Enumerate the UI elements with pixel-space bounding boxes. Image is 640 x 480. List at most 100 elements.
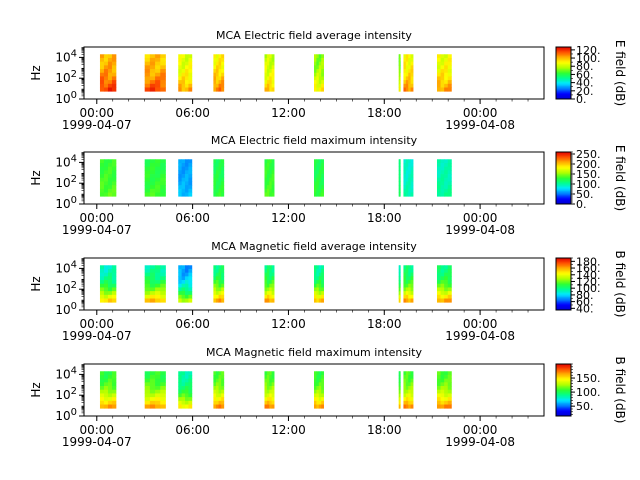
heatmap-cell [266,83,270,88]
heatmap-cell [440,371,445,376]
heatmap-cell [403,280,407,285]
heatmap-cell [218,72,222,77]
heatmap-cell [181,162,186,168]
heatmap-cell [178,72,183,77]
heatmap-cell [266,177,270,182]
heatmap-cell [399,57,400,63]
heatmap-cell [221,83,225,88]
colorbar-cell [556,293,571,295]
heatmap-cell [155,87,161,92]
heatmap-cell [218,397,222,402]
heatmap-cell [321,188,324,193]
heatmap-cell [178,397,183,402]
heatmap-cell [266,371,270,376]
heatmap-cell [111,162,117,168]
colorbar-cell [556,395,571,397]
heatmap-cell [314,177,317,182]
heatmap-cell [213,382,217,387]
heatmap-cell [399,87,401,92]
colorbar-cell [556,58,571,61]
heatmap-cell [408,170,412,175]
colorbar-cell [556,298,571,300]
heatmap-cell [181,265,186,270]
heatmap-cell [399,72,401,77]
colorbar-tick-label: 100. [576,386,601,399]
heatmap-cell [266,159,270,164]
heatmap-cell [444,83,449,88]
heatmap-cell [269,192,273,197]
heatmap-cell [269,287,273,292]
heatmap-cell [149,159,156,164]
heatmap-cell [436,170,441,175]
heatmap-cell [178,386,183,391]
heatmap-cell [444,298,449,303]
heatmap-cell [271,61,275,66]
colorbar-cell [556,167,571,170]
heatmap-cell [264,72,268,77]
heatmap-cell [405,65,409,70]
heatmap-cell [321,72,324,77]
heatmap-cell [410,83,414,88]
heatmap-cell [316,72,320,77]
heatmap-cell [215,298,219,303]
colorbar-cell [556,284,571,286]
heatmap-cell [213,404,217,409]
heatmap-cell [99,80,105,85]
heatmap-cell [440,378,445,383]
heatmap-cell [107,283,113,288]
heatmap-cell [436,291,441,296]
heatmap-cell [107,72,113,77]
heatmap-cell [160,397,166,402]
heatmap-cell [316,404,320,409]
heatmap-cell [149,69,156,74]
heatmap-cell [266,298,270,303]
colorbar-cell [556,400,571,403]
heatmap-cell [149,177,156,182]
heatmap-cell [155,174,161,179]
heatmap-cell [408,83,412,88]
heatmap-cell [408,87,412,92]
heatmap-cell [314,389,317,394]
heatmap-cell [144,291,151,296]
heatmap-cell [215,272,219,277]
x-date-end: 1999-04-08 [445,223,515,237]
colorbar-cell [556,401,571,404]
heatmap-cell [221,159,225,164]
heatmap-cell [213,170,217,175]
colorbar: 0.50.100.150.200.250. E field (dB) [555,145,627,211]
heatmap-cell [264,374,268,380]
heatmap-cell [269,69,273,74]
heatmap-cell [269,389,273,394]
heatmap-cell [213,280,217,285]
heatmap-cell [403,276,407,281]
heatmap-cell [447,389,452,394]
heatmap-cell [444,397,449,402]
heatmap-cell [218,162,222,168]
heatmap-cell [185,174,189,179]
heatmap-cell [213,298,217,303]
heatmap-cell [403,188,407,193]
heatmap-cell [103,61,109,66]
heatmap-cell [408,80,412,85]
heatmap-cell [188,159,193,164]
colorbar-tick-label: 80. [576,60,594,73]
colorbar-cell [556,49,571,52]
heatmap-cell [405,185,409,190]
heatmap-cell [399,177,400,182]
heatmap-cell [213,287,217,292]
heatmap-cell [221,378,225,383]
colorbar-cell [556,412,571,414]
heatmap-cell [99,65,105,70]
heatmap-cell [181,69,186,74]
colorbar-cell [556,74,571,76]
colorbar-cell [556,194,571,197]
heatmap-cell [107,76,113,81]
data-segment [178,54,193,92]
heatmap-cell [213,80,217,85]
data-segment [398,54,401,92]
heatmap-cell [178,185,183,190]
heatmap-cell [107,185,113,190]
heatmap-cell [181,298,186,303]
heatmap-cell [399,389,400,394]
heatmap-cell [321,268,324,274]
